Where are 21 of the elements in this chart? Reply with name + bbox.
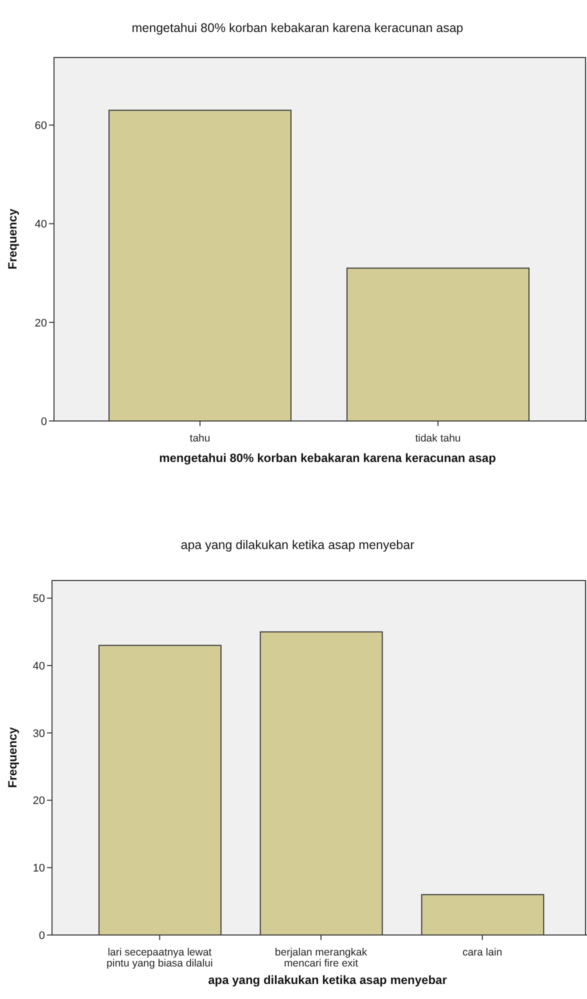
- y-tick-label: 50: [32, 593, 45, 606]
- y-axis-title: Frequency: [5, 208, 20, 270]
- x-tick-label: lari secepaatnya lewat pintu yang biasa dilalui: [106, 946, 213, 970]
- x-tick-label: tidak tahu: [415, 432, 461, 444]
- y-tick-label: 20: [34, 317, 47, 330]
- y-tick-label: 10: [32, 862, 45, 875]
- chart-title: apa yang dilakukan ketika asap menyebar: [180, 537, 416, 554]
- x-tick-label: cara lain: [462, 946, 502, 958]
- x-axis-title: mengetahui 80% korban kebakaran karena keracunan asap: [158, 450, 497, 467]
- y-tick-label: 30: [32, 728, 45, 740]
- x-tick-label: berjalan merangkak mencari fire exit: [274, 946, 368, 970]
- chart-title: mengetahui 80% korban kebakaran karena keracunan asap: [130, 20, 464, 37]
- y-tick-label: 20: [32, 795, 45, 808]
- y-tick-label: 0: [40, 416, 47, 428]
- x-axis-title: apa yang dilakukan ketika asap menyebar: [207, 972, 448, 989]
- y-axis-title: Frequency: [5, 726, 20, 788]
- y-tick-label: 60: [34, 120, 47, 132]
- x-tick-label: tahu: [190, 432, 210, 444]
- y-tick-label: 40: [32, 660, 45, 672]
- y-tick-label: 0: [38, 930, 45, 942]
- y-tick-label: 40: [34, 218, 47, 231]
